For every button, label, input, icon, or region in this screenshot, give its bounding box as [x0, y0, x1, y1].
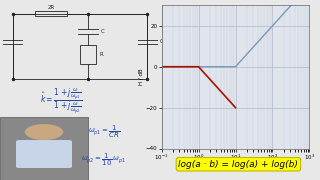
- Text: R: R: [99, 52, 103, 57]
- Text: log(a · b) = log(a) + log(b): log(a · b) = log(a) + log(b): [179, 160, 298, 169]
- Text: $\omega_{p1} = \dfrac{1}{CR}$: $\omega_{p1} = \dfrac{1}{CR}$: [88, 123, 120, 140]
- Y-axis label: H / dB: H / dB: [138, 69, 143, 85]
- Circle shape: [25, 124, 63, 140]
- Text: $\omega_{p2} = \dfrac{1}{10}\,\omega_{p1}$: $\omega_{p2} = \dfrac{1}{10}\,\omega_{p1…: [81, 152, 127, 168]
- Bar: [0, 117, 88, 180]
- Text: 2R: 2R: [48, 5, 55, 10]
- Text: C₂: C₂: [160, 39, 166, 44]
- Text: $\hat{k} = \dfrac{1 + j\frac{\omega}{\omega_{p1}}}{1 + j\frac{\omega}{\omega_{p2: $\hat{k} = \dfrac{1 + j\frac{\omega}{\om…: [40, 86, 82, 116]
- Text: C: C: [101, 29, 105, 34]
- Bar: [80, 45, 96, 64]
- X-axis label: ω / ω₁₁: ω / ω₁₁: [226, 163, 245, 168]
- Bar: [35, 11, 67, 16]
- FancyBboxPatch shape: [16, 140, 72, 168]
